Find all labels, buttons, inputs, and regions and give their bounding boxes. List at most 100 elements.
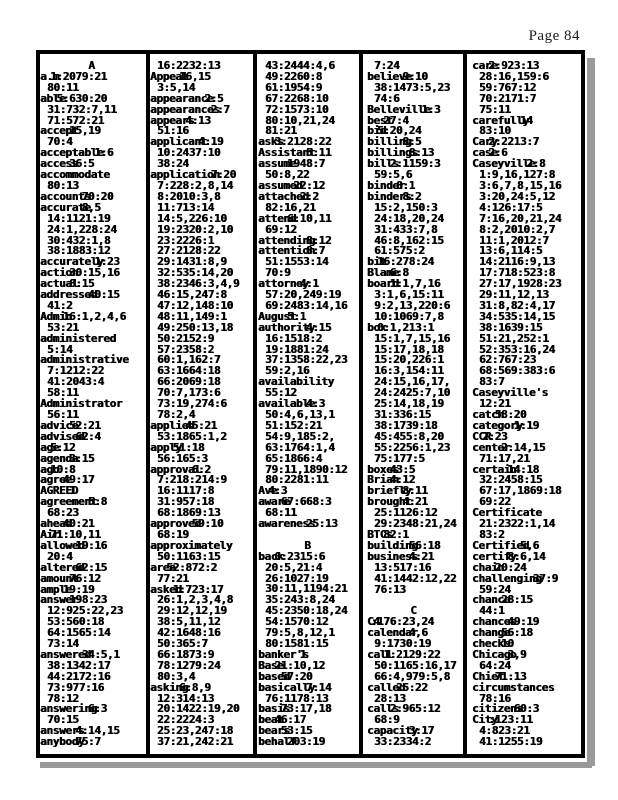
- column-divider: [146, 54, 150, 754]
- index-ref-line: 15:20,226:1: [374, 353, 444, 367]
- index-word: appearance: [150, 91, 214, 105]
- index-word: approval: [150, 462, 201, 476]
- index-refs: 52:21: [68, 418, 101, 432]
- index-refs: 59:10: [191, 517, 224, 531]
- index-word: brought: [367, 495, 412, 509]
- index-refs: 7:20: [210, 168, 237, 182]
- index-entry: business4:21: [367, 551, 461, 563]
- index-word: attending: [258, 233, 315, 247]
- index-entry: attorney4:1: [258, 277, 358, 291]
- index-entry: Blame6:8: [367, 267, 461, 279]
- index-ref-line: 70:2171:7: [479, 91, 536, 105]
- index-ref-line: 61:575:2: [374, 244, 425, 258]
- index-ref-line: 7:16,20,21,24: [479, 211, 562, 225]
- index-word: administered: [40, 331, 116, 345]
- index-refs: 5:630:20: [56, 91, 107, 105]
- index-word: a.m: [40, 69, 59, 83]
- index-refs: 8,5: [81, 200, 101, 214]
- index-entry: answers4:14,15: [40, 724, 144, 738]
- scan-shadow-bottom: [40, 762, 592, 768]
- index-refs: 198:23: [68, 593, 107, 607]
- index-entry: age5:12: [40, 440, 144, 454]
- index-ref-line: 49:2260:8: [265, 69, 322, 83]
- index-refs: 4:3: [267, 484, 287, 498]
- index-word: advised: [40, 429, 85, 443]
- index-ref-line: 59:767:12: [479, 80, 536, 94]
- index-ref-line: 3:6,7,8,15,16: [479, 178, 562, 192]
- index-entry: assumed22:12: [258, 180, 358, 192]
- index-word: bills: [367, 157, 399, 171]
- index-word: appearances: [150, 102, 220, 116]
- index-word: administrative: [40, 353, 129, 367]
- index-word: billing: [367, 135, 412, 149]
- index-refs: 1:3: [421, 102, 441, 116]
- index-entry: answer198:23: [40, 593, 144, 607]
- index-ref-line: 12:314:13: [157, 691, 214, 705]
- index-refs: 16:1,2,4,6: [62, 309, 127, 323]
- index-word: CCR: [472, 429, 491, 443]
- index-ref-line: 41:2: [47, 298, 73, 312]
- index-entry: chain20:24: [472, 562, 580, 574]
- index-entry: call1:2129:22: [367, 649, 461, 661]
- index-ref-line: 78:1279:24: [157, 658, 221, 672]
- index-refs: 10: [500, 637, 514, 651]
- index-refs: 8:5: [402, 135, 422, 149]
- index-word: attorney: [258, 277, 309, 291]
- index-refs: 56:18: [408, 538, 441, 552]
- index-ref-line: 54:9,185:2,: [265, 429, 335, 443]
- index-refs: 4:21: [402, 495, 428, 509]
- index-ref-line: 73:14: [47, 637, 79, 651]
- index-ref-line: 29:2348:21,24: [374, 517, 457, 531]
- index-entry: best27:4: [367, 115, 461, 127]
- index-ref-line: 16:1518:2: [265, 331, 322, 345]
- index-entry: back0:2315:6: [258, 551, 358, 563]
- index-entry: AGREED1: [40, 485, 144, 497]
- index-word: binders: [367, 189, 412, 203]
- index-refs: 71:13: [494, 669, 527, 683]
- index-entry: box0:1,213:1: [367, 322, 461, 334]
- index-refs: 4:14,15: [75, 724, 120, 738]
- index-word: BTCs: [367, 527, 393, 541]
- index-ref-line: 50:1165:16,17: [374, 658, 457, 672]
- index-ref-line: 60:1,162:7: [157, 353, 221, 367]
- index-entry: allowed19:16: [40, 540, 144, 552]
- index-entry: bid5:20,24: [367, 125, 461, 137]
- index-entry: accurate8,5: [40, 200, 144, 214]
- index-ref-line: 54:1570:12: [265, 615, 329, 629]
- index-refs: 5:12: [49, 440, 76, 454]
- index-ref-line: 73:19,274:6: [157, 397, 227, 411]
- index-ref-line: 70:4: [47, 135, 73, 149]
- index-entry: approved59:10: [150, 517, 250, 531]
- index-refs: 14:18: [507, 462, 539, 476]
- index-entry: Chicago3,9: [472, 649, 580, 661]
- index-ref-line: 47:12,148:10: [157, 298, 233, 312]
- index-ref-line: 58:11: [47, 386, 79, 400]
- index-ref-line: 46:8,162:15: [374, 233, 444, 247]
- index-word: apply: [150, 440, 182, 454]
- index-ref-line: 16:2232:13: [157, 59, 221, 72]
- index-entry: binders8:2: [367, 189, 461, 203]
- index-word: Caseyville's: [472, 386, 548, 400]
- index-ref-line: 37:1358:22,23: [265, 353, 348, 367]
- index-refs: 2:8: [526, 157, 546, 171]
- index-entry: Appeal16,15: [150, 71, 250, 83]
- index-entry: answered34:5,1: [40, 649, 144, 661]
- index-refs: 82:1: [383, 527, 409, 541]
- index-entry: access36:5: [40, 158, 144, 170]
- index-word: City: [472, 713, 498, 727]
- index-entry: attached2:2: [258, 191, 358, 203]
- index-word: accept: [40, 124, 78, 138]
- index-word: answers: [40, 724, 85, 738]
- index-entry: called25:22: [367, 682, 461, 694]
- index-entry: based57:20: [258, 671, 358, 683]
- index-ref-line: 62:767:23: [479, 353, 536, 367]
- index-word: briefly: [367, 484, 412, 498]
- index-word: change: [472, 626, 510, 640]
- index-ref-line: 81:21: [265, 124, 297, 138]
- index-refs: 71:10,11: [49, 527, 101, 541]
- index-refs: 15,19: [68, 124, 101, 138]
- index-ref-line: 3:20,24:5,12: [479, 189, 555, 203]
- index-refs: 3:15: [68, 451, 95, 465]
- index-refs: 1:23: [94, 255, 120, 269]
